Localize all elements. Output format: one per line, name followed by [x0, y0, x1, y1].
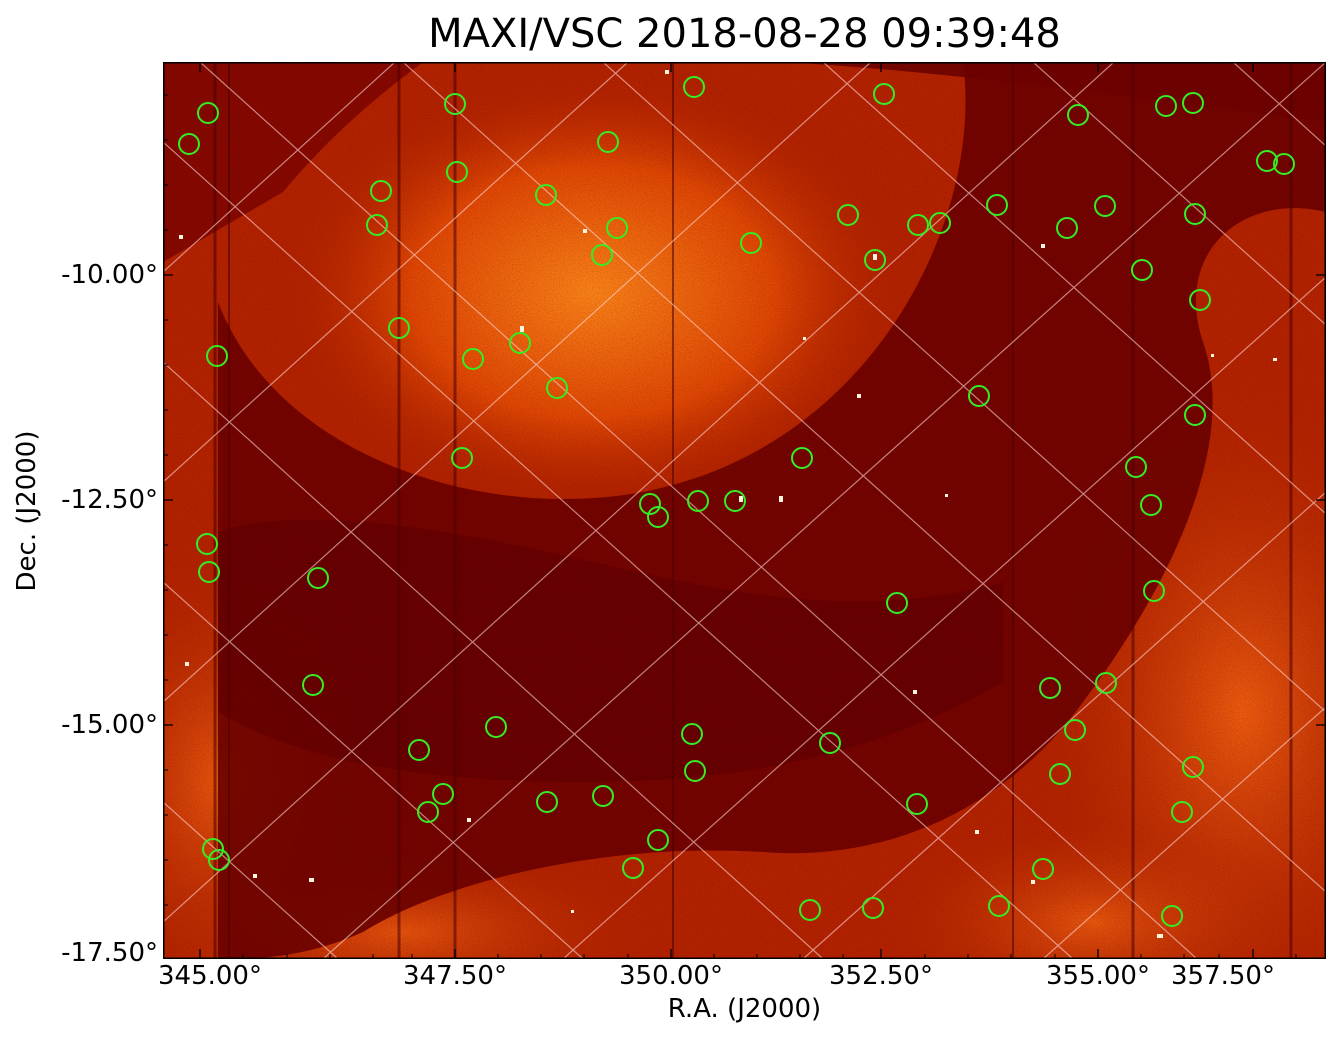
y-tick-label: -10.00° [61, 260, 158, 290]
x-tick-label: 357.50° [1171, 961, 1275, 991]
coordinate-grid [163, 62, 1326, 959]
y-tick-label: -15.00° [61, 710, 158, 740]
bright-pixels [179, 70, 1277, 938]
axis-ticks [163, 62, 1326, 959]
plot-border [163, 62, 1326, 959]
emission-map [163, 62, 1326, 959]
x-tick-label: 355.00° [1046, 961, 1150, 991]
y-tick-label: -17.50° [61, 938, 158, 968]
image-title: MAXI/VSC 2018-08-28 09:39:48 [428, 11, 1061, 57]
x-tick-label: 345.00° [158, 961, 262, 991]
x-axis-label: R.A. (J2000) [667, 994, 822, 1024]
sky-image [163, 62, 1326, 959]
x-tick-label: 352.50° [829, 961, 933, 991]
source-markers [178, 76, 1295, 927]
x-tick-label: 350.00° [619, 961, 723, 991]
x-tick-label: 347.50° [403, 961, 507, 991]
y-tick-label: -12.50° [61, 485, 158, 515]
